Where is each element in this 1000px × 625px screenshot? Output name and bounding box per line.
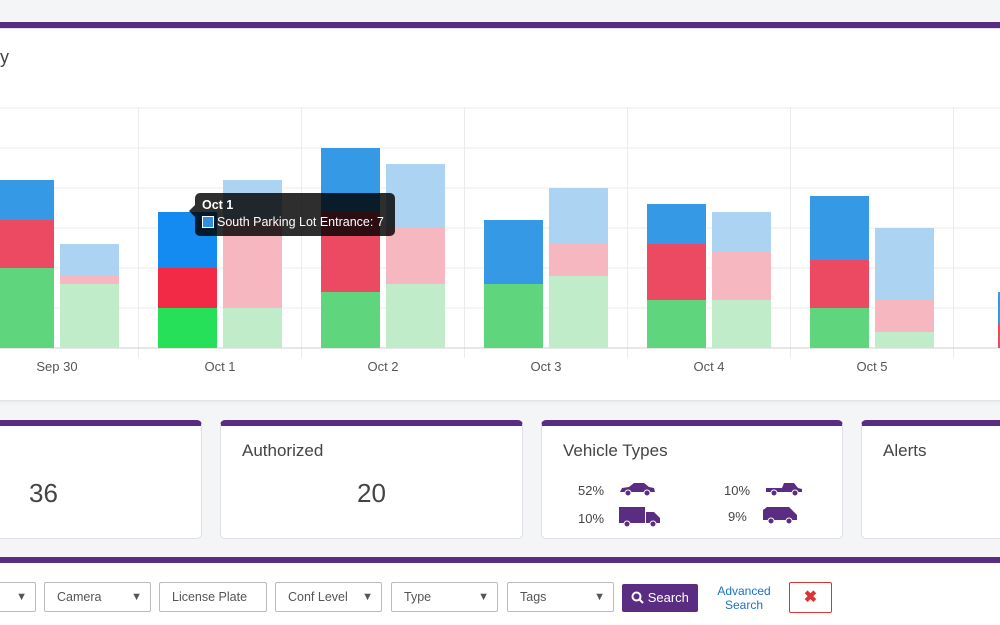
search-button[interactable]: Search [622,584,698,612]
chart-title: y [0,47,9,67]
vehicle-type-item: 10% [724,481,804,500]
vehicle-types-card: Vehicle Types 52% 10% 10% 9% [541,420,843,539]
bar-segment [549,276,608,348]
vehicle-type-pct: 52% [578,483,605,498]
total-value: 36 [29,478,58,508]
bar-segment [484,284,543,348]
advanced-search-link[interactable]: Advanced Search [717,584,771,612]
bar-segment [875,300,934,332]
alerts-label: Alerts [883,441,927,460]
vehicle-type-pct: 10% [578,511,605,526]
license-plate-input[interactable]: License Plate [159,582,267,612]
vehicle-type-item: 52% [578,481,656,500]
bar-segment [998,324,1000,348]
bar-segment [60,276,119,284]
bar-segment [549,188,608,244]
bar-segment [60,284,119,348]
license-plate-placeholder: License Plate [172,590,248,604]
bar-segment [484,220,543,284]
x-tick-label: Oct 3 [530,359,561,374]
chart-tooltip: Oct 1 South Parking Lot Entrance: 7 [189,193,395,236]
bar-segment [810,196,869,260]
tooltip-title: Oct 1 [202,198,234,212]
tooltip-label: South Parking Lot Entrance: 7 [217,215,384,229]
bar-segment [0,220,54,268]
bar-segment [386,284,445,348]
bar-segment [223,308,282,348]
authorized-card: Authorized 20 [220,420,523,539]
first-filter-select[interactable]: ▼ [0,582,36,612]
vehicle-type-item: 9% [728,506,799,527]
bar-segment [875,228,934,300]
tags-select-label: Tags [520,590,547,604]
bar-segment [0,268,54,348]
vehicle-types-label: Vehicle Types [563,441,668,460]
car-icon [618,481,656,500]
total-card: 36 [0,420,202,539]
stacked-bar-chart: Sep 30 Oct 1 Oct 2 Oct 3 Oct 4 Oct 5 [0,107,1000,374]
search-button-label: Search [647,590,689,605]
x-tick-label: Oct 5 [856,359,887,374]
bar-segment [647,204,706,244]
chevron-down-icon: ▼ [362,591,373,603]
tooltip-swatch [202,216,214,228]
filter-accent-bar [0,557,1000,563]
tags-select[interactable]: Tags ▼ [507,582,614,612]
bar-segment [712,300,771,348]
vehicle-type-pct: 10% [724,483,751,498]
chevron-down-icon: ▼ [594,591,605,603]
bar-segment [158,308,217,348]
authorized-value: 20 [357,478,386,508]
bar-segment [810,260,869,308]
bar-segment [810,308,869,348]
camera-select-label: Camera [57,590,102,604]
box-truck-icon [618,506,662,531]
bar-segment [647,244,706,300]
x-tick-label: Oct 4 [693,359,724,374]
chevron-down-icon: ▼ [16,591,27,603]
vehicle-type-item: 10% [578,506,662,531]
bar-segment [712,212,771,252]
conf-level-select[interactable]: Conf Level ▼ [275,582,382,612]
bar-segment [712,252,771,300]
x-tick-label: Oct 2 [367,359,398,374]
x-tick-label: Sep 30 [36,359,77,374]
type-select[interactable]: Type ▼ [391,582,498,612]
bar-segment [0,180,54,220]
bar-segment [875,332,934,348]
van-icon [761,506,799,527]
bar-segment [998,292,1000,324]
vehicle-type-pct: 9% [728,509,747,524]
top-accent-bar [0,22,1000,28]
bar-segment [386,164,445,228]
conf-level-select-label: Conf Level [288,590,348,604]
alerts-card: Alerts [861,420,1000,539]
bar-segment [60,244,119,276]
x-tick-label: Oct 1 [204,359,235,374]
chevron-down-icon: ▼ [478,591,489,603]
chevron-down-icon: ▼ [131,591,142,603]
close-icon: ✖ [803,589,818,606]
bar-segment [386,228,445,284]
bar-segment [549,244,608,276]
authorized-label: Authorized [242,441,324,460]
camera-select[interactable]: Camera ▼ [44,582,151,612]
bar-segment [647,300,706,348]
bar-segment [321,292,380,348]
pickup-truck-icon [764,481,804,500]
bar-segment [158,268,217,308]
search-icon [631,590,648,605]
type-select-label: Type [404,590,432,604]
clear-filters-button[interactable]: ✖ [789,582,832,613]
